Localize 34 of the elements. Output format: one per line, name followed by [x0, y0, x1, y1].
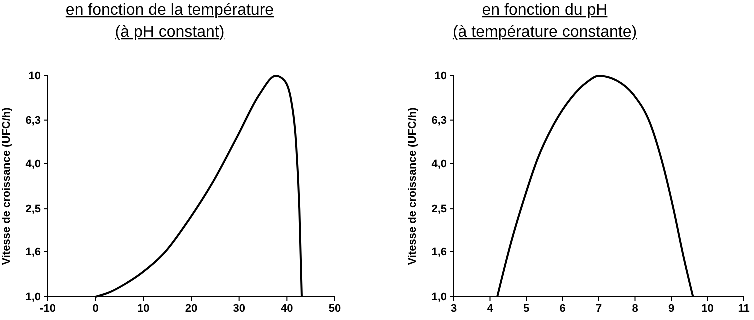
y-tick-label: 1,0	[26, 292, 41, 304]
y-tick-label: 4,0	[432, 158, 447, 170]
x-tick-label: 3	[450, 302, 458, 315]
y-tick-label: 10	[28, 70, 41, 83]
y-axis-title: Vitesse de croissance (UFC/h)	[1, 107, 13, 266]
x-tick-label: 5	[523, 302, 530, 315]
x-tick-label: 4	[487, 302, 494, 315]
y-tick-label: 1,6	[432, 246, 447, 258]
x-tick-label: 11	[738, 302, 750, 315]
x-tick-label: 9	[668, 302, 675, 315]
y-tick-label: 6,3	[26, 114, 41, 127]
y-tick-label: 6,3	[432, 114, 447, 127]
y-tick-label: 1,0	[432, 292, 447, 304]
y-tick-label: 2,5	[432, 204, 447, 216]
x-tick-label: 20	[185, 302, 198, 315]
x-tick-label: 8	[632, 302, 638, 315]
x-tick-label: 7	[596, 302, 602, 315]
chart-title: en fonction de la température	[66, 2, 274, 19]
y-axis-title: Vitesse de croissance (UFC/h)	[407, 107, 419, 266]
x-tick-label: 40	[281, 302, 294, 315]
chart-subtitle: (à pH constant)	[115, 24, 225, 41]
y-tick-label: 10	[434, 70, 447, 83]
y-tick-label: 1,6	[26, 246, 41, 258]
x-tick-label: 6	[560, 302, 566, 315]
x-tick-label: 10	[702, 302, 714, 315]
x-tick-label: 30	[233, 302, 246, 315]
y-tick-label: 4,0	[26, 158, 41, 170]
x-tick-label: 10	[138, 302, 150, 315]
x-tick-label: -10	[40, 302, 56, 315]
y-tick-label: 2,5	[26, 204, 41, 216]
x-tick-label: 0	[92, 302, 99, 315]
x-tick-label: 50	[328, 302, 342, 315]
chart-subtitle: (à température constante)	[452, 24, 638, 41]
chart-title: en fonction du pH	[482, 2, 608, 19]
